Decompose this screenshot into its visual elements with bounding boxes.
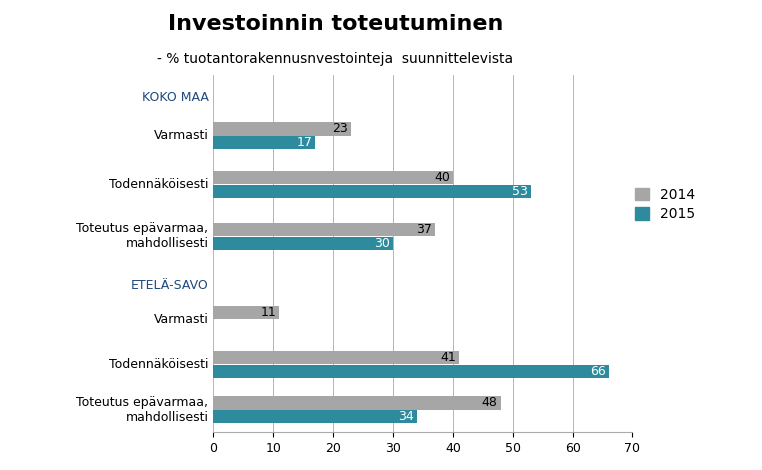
Bar [213, 410, 417, 423]
Text: 23: 23 [332, 123, 348, 135]
Text: 66: 66 [590, 365, 606, 378]
Bar [213, 237, 393, 250]
Bar [213, 122, 351, 135]
Text: 17: 17 [296, 136, 312, 149]
Bar [213, 171, 453, 184]
Bar [213, 223, 435, 236]
Text: 37: 37 [416, 223, 432, 236]
Text: 30: 30 [374, 237, 390, 250]
Text: 53: 53 [512, 185, 527, 198]
Text: 41: 41 [440, 352, 456, 364]
Bar [213, 185, 530, 198]
Text: - % tuotantorakennusnvestointeja  suunnittelevista: - % tuotantorakennusnvestointeja suunnit… [157, 52, 514, 66]
Legend: 2014, 2015: 2014, 2015 [629, 182, 701, 227]
Text: 40: 40 [434, 171, 450, 184]
Bar [213, 306, 279, 319]
Bar [213, 351, 459, 364]
Bar [213, 136, 315, 149]
Text: Investoinnin toteutuminen: Investoinnin toteutuminen [168, 14, 503, 34]
Text: 34: 34 [399, 410, 414, 423]
Text: 11: 11 [261, 306, 277, 319]
Text: 48: 48 [482, 396, 498, 409]
Bar [213, 365, 609, 378]
Bar [213, 396, 501, 409]
